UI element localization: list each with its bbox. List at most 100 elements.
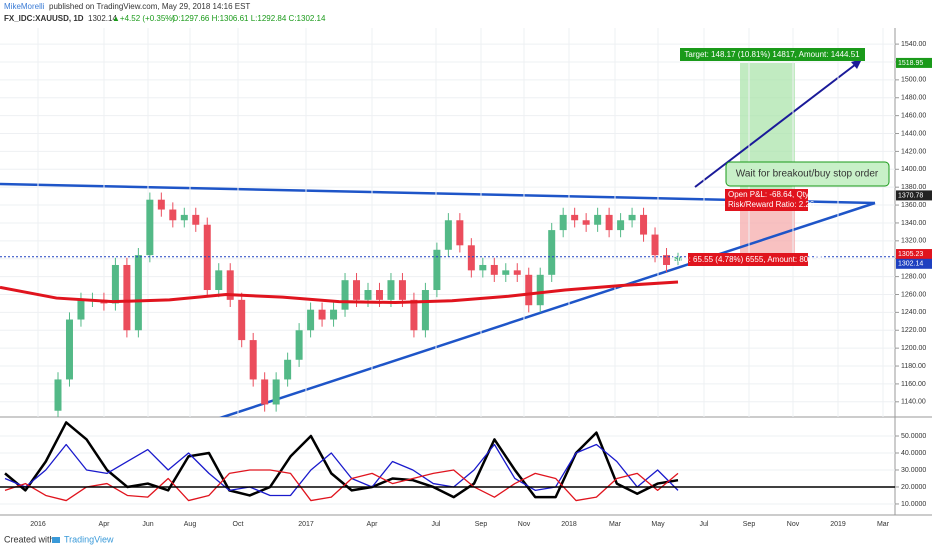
y-tick-label: 1360.00 bbox=[901, 202, 926, 209]
footer-created: Created with bbox=[4, 534, 55, 544]
footer-brand: TradingView bbox=[64, 534, 114, 544]
candle-body bbox=[467, 245, 475, 271]
candle-body bbox=[375, 290, 383, 300]
price-label-box bbox=[896, 258, 932, 269]
y-tick-label: 1260.00 bbox=[901, 291, 926, 298]
y2-tick-label: 50.0000 bbox=[901, 433, 926, 440]
y-tick-label: 1400.00 bbox=[901, 166, 926, 173]
x-tick-label: Mar bbox=[609, 521, 622, 528]
candle-body bbox=[571, 214, 579, 221]
stop-box bbox=[688, 253, 808, 266]
candle-body bbox=[548, 230, 556, 275]
x-tick-label: Nov bbox=[518, 521, 531, 528]
target-box bbox=[680, 48, 865, 61]
candle-body bbox=[536, 274, 544, 306]
candle-body bbox=[192, 214, 200, 225]
indicator-line bbox=[4, 469, 679, 502]
y-tick-label: 1200.00 bbox=[901, 345, 926, 352]
candle-body bbox=[111, 264, 119, 304]
candle-body bbox=[215, 270, 223, 291]
x-tick-label: 2017 bbox=[298, 521, 314, 528]
y2-tick-label: 40.0000 bbox=[901, 450, 926, 457]
candle-body bbox=[674, 256, 682, 261]
arrow bbox=[694, 60, 861, 188]
price-label-box bbox=[896, 57, 932, 68]
last: 1302.14 bbox=[88, 14, 117, 23]
stop-text: Stop: 65.55 (4.78%) 6555, Amount: 803.35 bbox=[672, 255, 824, 264]
y-tick-label: 1380.00 bbox=[901, 184, 926, 191]
x-tick-label: Mar bbox=[877, 521, 890, 528]
candle-body bbox=[284, 359, 292, 380]
candle-body bbox=[146, 199, 154, 256]
candle-body bbox=[594, 214, 602, 225]
y2-tick-label: 10.0000 bbox=[901, 501, 926, 508]
candle-body bbox=[54, 379, 62, 411]
x-tick-label: Oct bbox=[233, 521, 244, 528]
x-tick-label: 2019 bbox=[830, 521, 846, 528]
note-box bbox=[725, 161, 890, 187]
author: MikeMorelli bbox=[4, 2, 45, 11]
candle-body bbox=[525, 274, 533, 306]
candle-body bbox=[513, 270, 521, 275]
symbol: FX_IDC:XAUUSD, 1D bbox=[4, 14, 84, 23]
candle-body bbox=[456, 220, 464, 246]
candle-body bbox=[433, 249, 441, 291]
candle-body bbox=[77, 299, 85, 320]
candle-body bbox=[651, 234, 659, 256]
x-tick-label: May bbox=[651, 521, 665, 528]
candle-body bbox=[444, 220, 452, 250]
risk-reward: Risk/Reward Ratio: 2.26 bbox=[728, 200, 815, 209]
candle-body bbox=[421, 290, 429, 331]
candle-body bbox=[617, 220, 625, 231]
y2-tick-label: 30.0000 bbox=[901, 467, 926, 474]
y-tick-label: 1140.00 bbox=[901, 399, 926, 406]
candle-body bbox=[341, 280, 349, 310]
candle-body bbox=[203, 224, 211, 291]
candle-body bbox=[410, 299, 418, 331]
candle-body bbox=[238, 299, 246, 341]
moving-average bbox=[0, 280, 679, 305]
x-tick-label: Jul bbox=[432, 521, 441, 528]
candle-body bbox=[387, 280, 395, 300]
candle-body bbox=[398, 280, 406, 300]
main-pane bbox=[0, 28, 895, 417]
candle-body bbox=[663, 255, 671, 265]
x-tick-label: Aug bbox=[184, 521, 197, 528]
candle-body bbox=[353, 280, 361, 300]
y-tick-label: 1460.00 bbox=[901, 112, 926, 119]
y-tick-label: 1220.00 bbox=[901, 327, 926, 334]
candle-body bbox=[318, 309, 326, 320]
indicator-line bbox=[4, 421, 679, 499]
x-tick-label: Jul bbox=[700, 521, 709, 528]
y-tick-label: 1160.00 bbox=[901, 381, 926, 388]
y-tick-label: 1420.00 bbox=[901, 148, 926, 155]
x-tick-label: Jun bbox=[142, 521, 153, 528]
candle-body bbox=[180, 214, 188, 221]
price-label-box bbox=[896, 249, 932, 260]
published: published on TradingView.com, May 29, 20… bbox=[49, 2, 250, 11]
x-tick-label: 2018 bbox=[561, 521, 577, 528]
indicator-pane bbox=[0, 421, 895, 505]
y-tick-label: 1440.00 bbox=[901, 130, 926, 137]
price-label: 1305.23 bbox=[898, 251, 923, 258]
ohlc: O:1297.66 H:1306.61 L:1292.84 C:1302.14 bbox=[172, 14, 326, 23]
candle-body bbox=[295, 330, 303, 360]
candle-body bbox=[640, 214, 648, 235]
candle-body bbox=[628, 214, 636, 221]
candle-body bbox=[65, 319, 73, 380]
candle-body bbox=[226, 270, 234, 300]
y-tick-label: 1540.00 bbox=[901, 41, 926, 48]
candle-body bbox=[134, 255, 142, 331]
y2-tick-label: 20.0000 bbox=[901, 484, 926, 491]
candle-body bbox=[249, 340, 257, 380]
price-label-box bbox=[896, 190, 932, 201]
x-tick-label: Sep bbox=[743, 521, 756, 528]
x-tick-label: Apr bbox=[99, 521, 111, 528]
price-label: 1370.78 bbox=[898, 192, 923, 199]
candle-body bbox=[490, 264, 498, 275]
note: Wait for breakout/buy stop order bbox=[736, 169, 879, 180]
y-tick-label: 1480.00 bbox=[901, 95, 926, 102]
arrow-head bbox=[851, 59, 862, 69]
support-line bbox=[219, 201, 876, 417]
candle-body bbox=[364, 290, 372, 300]
